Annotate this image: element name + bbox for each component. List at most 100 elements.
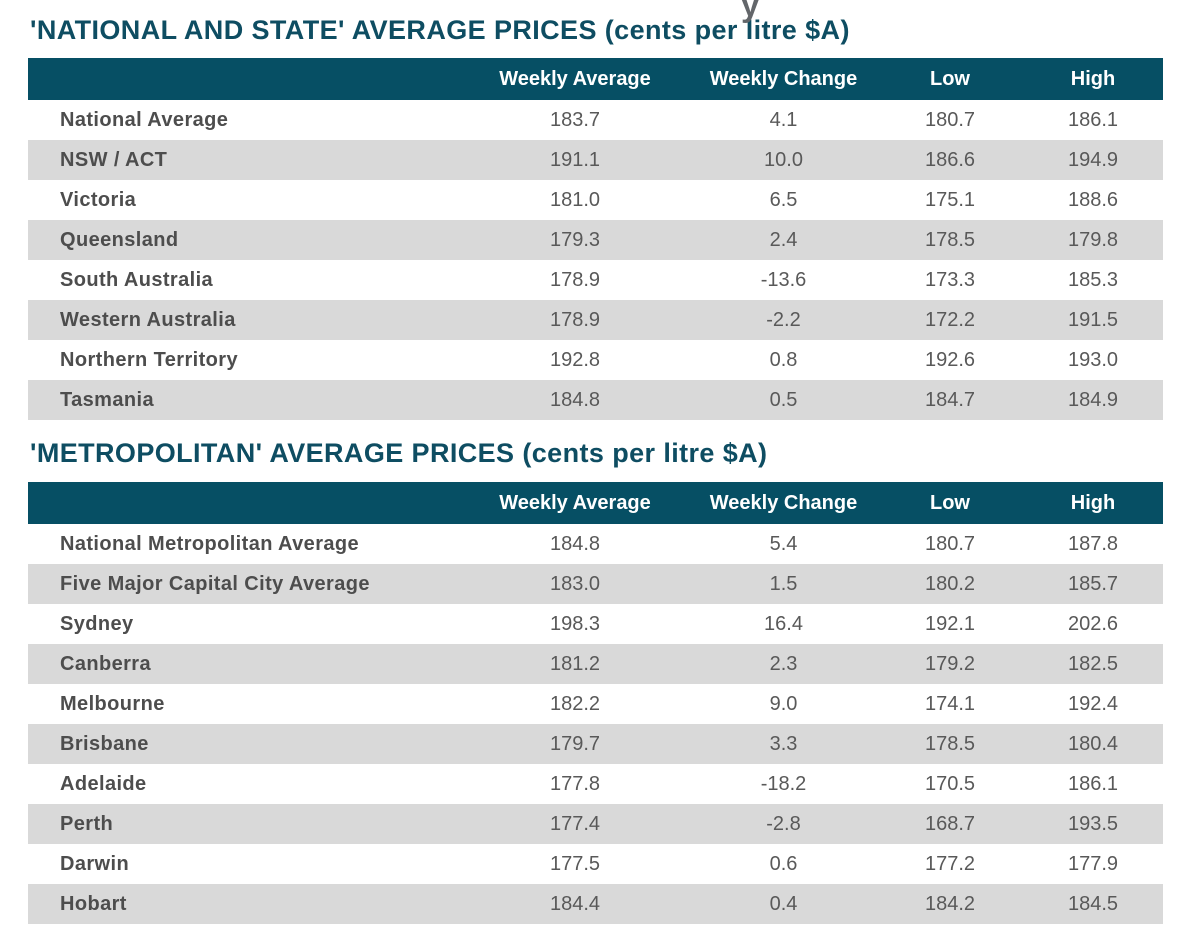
cell-weekly-average: 178.9 — [549, 308, 601, 331]
cell-weekly-change: 5.4 — [769, 532, 798, 555]
table-row: Hobart 184.4 0.4 184.2 184.5 — [28, 884, 1163, 924]
cell-high: 202.6 — [1067, 612, 1119, 635]
row-label: Brisbane — [60, 732, 149, 755]
cell-low: 177.2 — [924, 852, 976, 875]
cell-low: 192.1 — [924, 612, 976, 635]
cell-low: 180.7 — [924, 532, 976, 555]
national-state-table-title: 'NATIONAL AND STATE' AVERAGE PRICES (cen… — [30, 15, 850, 45]
cell-low: 178.5 — [924, 228, 976, 251]
cell-weekly-average: 183.0 — [549, 572, 601, 595]
header-row: Weekly Average Weekly Change Low High — [28, 58, 1163, 100]
table-row: Tasmania 184.8 0.5 184.7 184.9 — [28, 380, 1163, 420]
table-row: Perth 177.4 -2.8 168.7 193.5 — [28, 804, 1163, 844]
cell-weekly-change: -2.8 — [766, 812, 801, 835]
cell-high: 194.9 — [1067, 148, 1119, 171]
row-label: Hobart — [60, 892, 127, 915]
cell-low: 186.6 — [924, 148, 976, 171]
row-label: Adelaide — [60, 772, 147, 795]
column-header-high: High — [1023, 482, 1163, 524]
cell-weekly-average: 192.8 — [549, 348, 601, 371]
row-label: Northern Territory — [60, 348, 238, 371]
table-header-row: Weekly Average Weekly Change Low High — [28, 58, 1163, 100]
cell-weekly-change: 2.4 — [769, 228, 798, 251]
cell-weekly-change: 2.3 — [769, 652, 798, 675]
column-header-weekly-change: Weekly Change — [690, 58, 877, 100]
cell-low: 174.1 — [924, 692, 976, 715]
cell-weekly-change: -13.6 — [760, 268, 807, 291]
cell-weekly-change: 3.3 — [769, 732, 798, 755]
row-label: Melbourne — [60, 692, 165, 715]
cell-high: 186.1 — [1067, 108, 1119, 131]
table-body: National Average 183.7 4.1 180.7 186.1 NSW / … — [28, 100, 1163, 420]
column-header-weekly-change: Weekly Change — [690, 482, 877, 524]
metropolitan-price-table: Weekly Average Weekly Change Low High Natio… — [28, 482, 1163, 924]
row-label: National Average — [60, 108, 229, 131]
row-label: Queensland — [60, 228, 179, 251]
cell-weekly-change: 0.8 — [769, 348, 798, 371]
cell-weekly-change: 9.0 — [769, 692, 798, 715]
cell-weekly-change: 0.5 — [769, 388, 798, 411]
table-row: Five Major Capital City Average 183.0 1.5 1… — [28, 564, 1163, 604]
cell-high: 185.7 — [1067, 572, 1119, 595]
cell-low: 180.7 — [924, 108, 976, 131]
cell-weekly-average: 181.2 — [549, 652, 601, 675]
column-header-low: Low — [877, 482, 1023, 524]
cell-low: 184.2 — [924, 892, 976, 915]
table-row: Sydney 198.3 16.4 192.1 202.6 — [28, 604, 1163, 644]
cell-weekly-change: 0.6 — [769, 852, 798, 875]
cell-high: 192.4 — [1067, 692, 1119, 715]
cell-weekly-average: 177.8 — [549, 772, 601, 795]
table-body: National Metropolitan Average 184.8 5.4 180… — [28, 524, 1163, 924]
column-header-label — [28, 482, 460, 524]
cell-weekly-change: 0.4 — [769, 892, 798, 915]
cell-weekly-average: 184.8 — [549, 532, 601, 555]
table-row: South Australia 178.9 -13.6 173.3 185.3 — [28, 260, 1163, 300]
table-row: Melbourne 182.2 9.0 174.1 192.4 — [28, 684, 1163, 724]
cell-high: 188.6 — [1067, 188, 1119, 211]
column-header-label — [28, 58, 460, 100]
row-label: NSW / ACT — [60, 148, 168, 171]
cell-high: 177.9 — [1067, 852, 1119, 875]
column-header-weekly-average: Weekly Average — [460, 58, 690, 100]
table-row: Canberra 181.2 2.3 179.2 182.5 — [28, 644, 1163, 684]
cell-high: 186.1 — [1067, 772, 1119, 795]
cut-off-text-fragment: y — [741, 0, 760, 23]
cell-weekly-change: -2.2 — [766, 308, 801, 331]
metropolitan-section: 'METROPOLITAN' AVERAGE PRICES (cents per… — [0, 436, 1182, 924]
cell-weekly-change: 4.1 — [769, 108, 798, 131]
national-state-section: 'NATIONAL AND STATE' AVERAGE PRICES (cen… — [0, 13, 1182, 420]
column-header-weekly-average: Weekly Average — [460, 482, 690, 524]
cell-low: 170.5 — [924, 772, 976, 795]
cell-weekly-average: 184.4 — [549, 892, 601, 915]
column-header-low: Low — [877, 58, 1023, 100]
column-header-high: High — [1023, 58, 1163, 100]
table-row: Queensland 179.3 2.4 178.5 179.8 — [28, 220, 1163, 260]
row-label: Five Major Capital City Average — [60, 572, 370, 595]
cell-high: 193.0 — [1067, 348, 1119, 371]
cell-weekly-change: 10.0 — [764, 148, 803, 171]
cell-weekly-average: 181.0 — [549, 188, 601, 211]
header-row: Weekly Average Weekly Change Low High — [28, 482, 1163, 524]
cell-high: 179.8 — [1067, 228, 1119, 251]
cell-weekly-average: 177.5 — [549, 852, 601, 875]
table-row: Adelaide 177.8 -18.2 170.5 186.1 — [28, 764, 1163, 804]
cell-low: 168.7 — [924, 812, 976, 835]
cell-weekly-change: 16.4 — [764, 612, 803, 635]
cell-weekly-average: 191.1 — [549, 148, 601, 171]
cell-weekly-average: 182.2 — [549, 692, 601, 715]
table-row: National Average 183.7 4.1 180.7 186.1 — [28, 100, 1163, 140]
cell-high: 184.5 — [1067, 892, 1119, 915]
cell-weekly-average: 179.3 — [549, 228, 601, 251]
row-label: Sydney — [60, 612, 134, 635]
cell-low: 178.5 — [924, 732, 976, 755]
cell-low: 184.7 — [924, 388, 976, 411]
table-row: Brisbane 179.7 3.3 178.5 180.4 — [28, 724, 1163, 764]
row-label: Western Australia — [60, 308, 236, 331]
cell-high: 187.8 — [1067, 532, 1119, 555]
cell-high: 180.4 — [1067, 732, 1119, 755]
row-label: South Australia — [60, 268, 214, 291]
row-label: Canberra — [60, 652, 152, 675]
cell-high: 191.5 — [1067, 308, 1119, 331]
cell-low: 173.3 — [924, 268, 976, 291]
